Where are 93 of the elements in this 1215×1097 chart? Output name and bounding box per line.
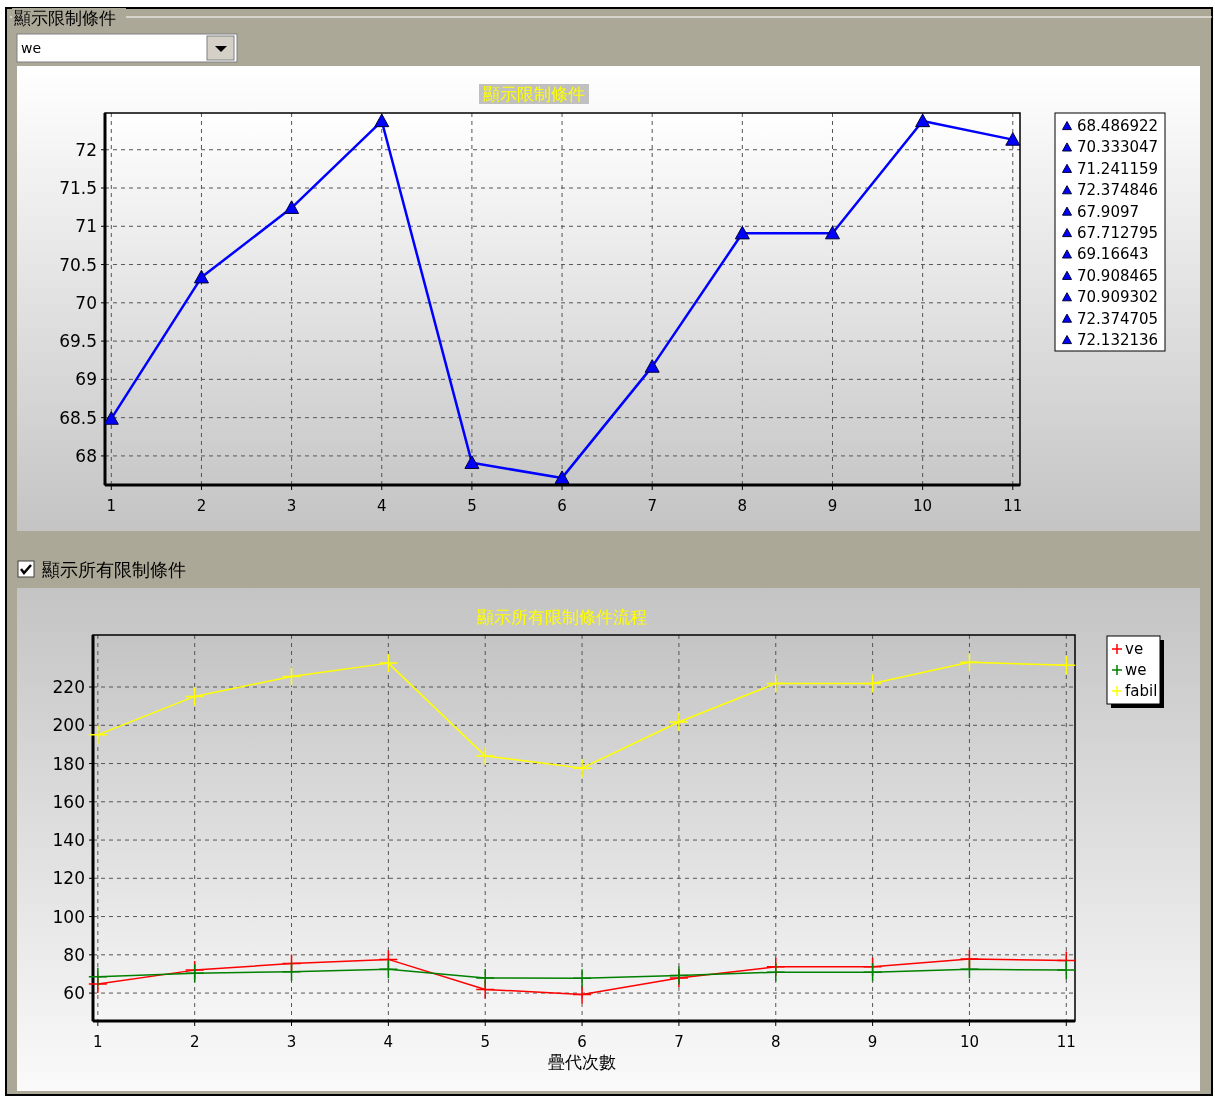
x-tick-label: 2	[189, 1033, 200, 1051]
x-tick-label: 6	[557, 497, 567, 515]
y-tick-label: 69.5	[59, 331, 97, 352]
x-tick-label: 3	[286, 497, 297, 515]
point	[475, 746, 495, 766]
x-tick-label: 10	[959, 1033, 979, 1051]
chart-title: 顯示所有限制條件流程	[477, 607, 647, 627]
point	[862, 962, 883, 982]
point	[88, 967, 108, 987]
x-tick-label: 2	[196, 497, 207, 515]
text: 67.9097	[1077, 202, 1140, 221]
point	[184, 686, 205, 707]
x-tick-label: 4	[383, 1033, 394, 1051]
x-tick-label: 8	[737, 497, 748, 515]
point	[281, 961, 302, 982]
y-tick-label: 180	[52, 753, 85, 774]
x-tick-label: 4	[376, 497, 387, 515]
line-series	[103, 113, 1021, 484]
text: we	[21, 40, 42, 56]
legend-label: we	[1125, 661, 1147, 679]
y-tick-label: 80	[63, 944, 85, 965]
point	[644, 359, 660, 373]
y-tick-label: 69	[75, 369, 97, 390]
y-tick-label: 71	[75, 216, 97, 237]
point	[554, 470, 570, 484]
point	[193, 269, 209, 284]
point	[734, 225, 750, 240]
point	[824, 225, 840, 240]
point	[572, 968, 592, 989]
x-tick-label: 10	[913, 497, 933, 515]
y-tick-label: 140	[52, 830, 85, 851]
point	[959, 652, 980, 673]
x-tick-label: 11	[1003, 497, 1023, 515]
point	[374, 113, 390, 128]
x-tick-label: 3	[286, 1033, 297, 1051]
y-tick-label: 120	[52, 868, 85, 889]
text: 70.333047	[1077, 138, 1159, 157]
point	[281, 666, 302, 687]
legend-label: ve	[1125, 640, 1144, 658]
text: 顯示限制條件	[14, 8, 116, 28]
x-tick-label: 6	[577, 1033, 587, 1051]
point	[915, 113, 931, 128]
x-tick-label: 1	[106, 497, 117, 515]
y-tick-label: 60	[63, 983, 85, 1004]
point	[284, 200, 300, 214]
text: 顯示所有限制條件	[42, 559, 186, 580]
point	[464, 455, 480, 469]
point	[1056, 960, 1077, 980]
x-tick-label: 1	[93, 1033, 103, 1051]
y-tick-label: 70.5	[59, 254, 97, 275]
point	[475, 968, 495, 988]
x-tick-label: 11	[1056, 1033, 1076, 1051]
y-tick-label: 70	[75, 292, 97, 313]
y-tick-label: 68	[75, 445, 97, 466]
y-tick-label: 160	[52, 791, 85, 812]
text: 72.132136	[1077, 331, 1159, 349]
x-tick-label: 5	[480, 1033, 490, 1051]
x-tick-label: 8	[770, 1033, 781, 1051]
x-tick-label: 7	[647, 497, 657, 515]
text: 72.374705	[1077, 309, 1159, 328]
point	[572, 758, 592, 778]
point	[862, 673, 883, 694]
point	[88, 725, 108, 745]
x-axis-title: 疊代次數	[548, 1052, 616, 1072]
y-tick-label: 68.5	[59, 407, 97, 428]
point	[1056, 655, 1077, 675]
text: 70.908465	[1077, 266, 1159, 285]
y-tick-label: 71.5	[59, 178, 97, 199]
point	[378, 959, 399, 980]
x-tick-label: 9	[827, 497, 838, 515]
y-tick-label: 100	[52, 906, 85, 927]
point	[572, 984, 592, 1005]
point	[378, 653, 399, 673]
point	[103, 411, 119, 425]
x-tick-label: 9	[867, 1033, 878, 1051]
point	[669, 712, 689, 732]
y-tick-label: 220	[52, 677, 85, 698]
point	[959, 959, 980, 980]
legend-label: fabil	[1125, 682, 1158, 700]
point	[766, 673, 786, 694]
text: 71.241159	[1077, 159, 1159, 178]
x-tick-label: 7	[674, 1033, 684, 1051]
y-tick-label: 72	[75, 139, 97, 160]
y-tick-label: 200	[52, 715, 85, 736]
chart-title: 顯示限制條件	[483, 84, 585, 104]
x-tick-label: 5	[467, 497, 477, 515]
text: 67.712795	[1077, 224, 1159, 242]
point	[1005, 132, 1021, 146]
text: 68.486922	[1077, 117, 1159, 135]
text: 70.909302	[1077, 288, 1159, 307]
text: 72.374846	[1077, 181, 1159, 200]
point	[766, 962, 786, 982]
text: 69.16643	[1077, 245, 1149, 264]
